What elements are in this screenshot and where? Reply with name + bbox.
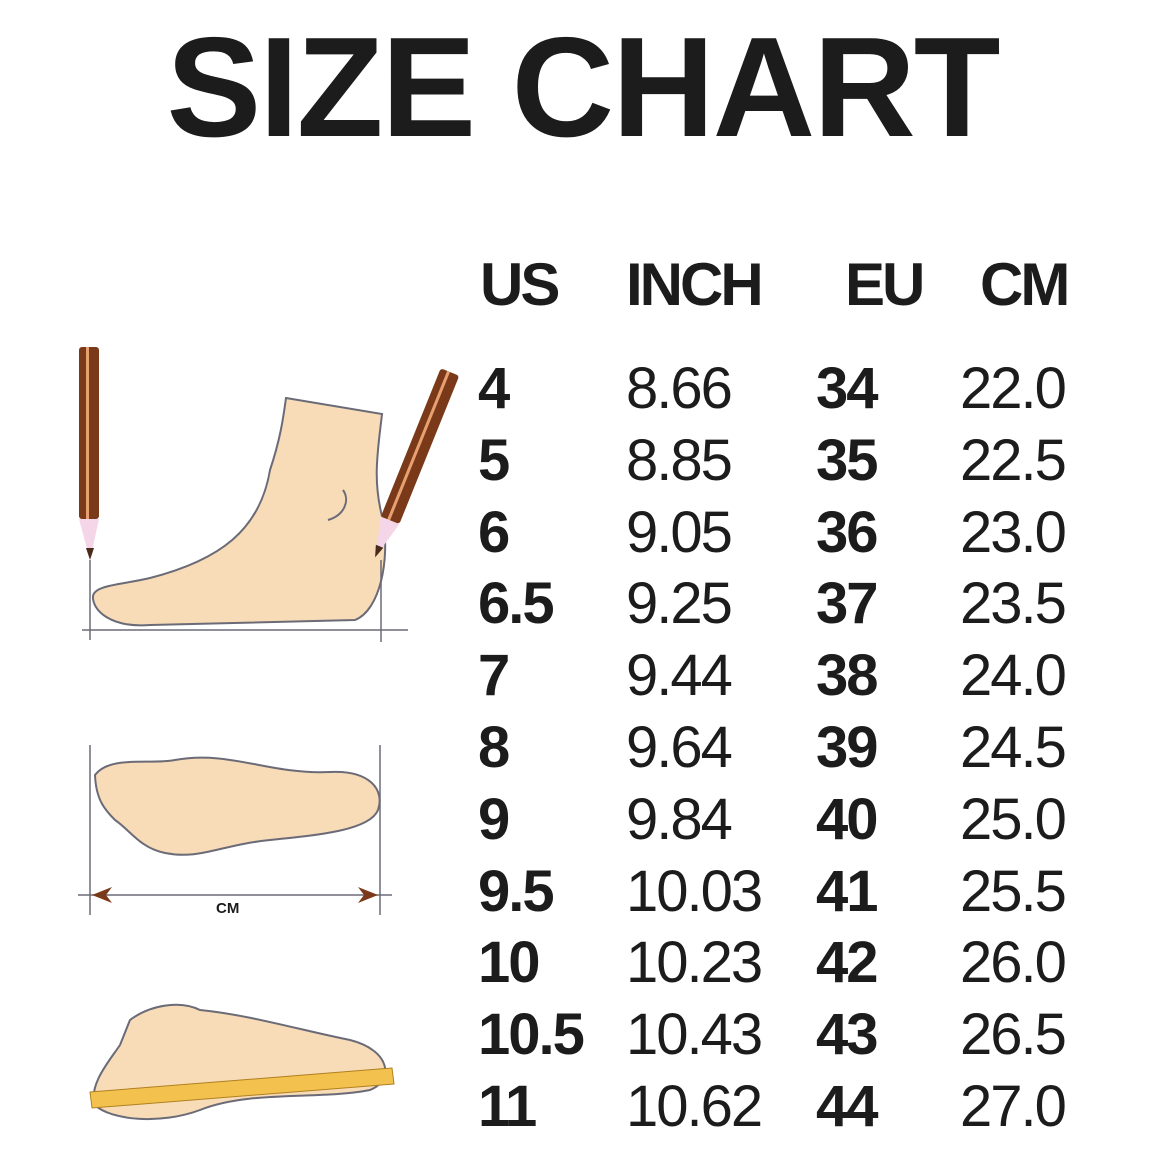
pencil-left-icon: [79, 347, 99, 560]
cell-cm: 23.5: [960, 571, 1067, 637]
cell-us: 7: [478, 643, 510, 709]
measure-label: CM: [216, 900, 240, 917]
column-header-cm: CM: [980, 251, 1070, 318]
cell-inch: 8.66: [626, 356, 733, 421]
cell-inch: 8.85: [626, 427, 733, 493]
cell-cm: 24.0: [960, 643, 1067, 709]
cell-inch: 10.43: [626, 1002, 763, 1068]
cell-us: 10.5: [478, 1002, 585, 1068]
arrow-right-icon: [358, 887, 378, 903]
cell-cm: 24.5: [960, 715, 1067, 780]
cell-eu: 39: [816, 715, 878, 780]
cell-cm: 26.0: [960, 930, 1067, 996]
cell-eu: 44: [816, 1074, 878, 1139]
arrow-left-icon: [92, 887, 112, 903]
cell-eu: 40: [816, 786, 878, 852]
foot-ruler-icon: [89, 1003, 395, 1120]
cell-us: 6.5: [478, 571, 555, 637]
cell-inch: 9.25: [626, 571, 733, 637]
cell-inch: 9.64: [626, 715, 733, 780]
cell-inch: 10.03: [626, 858, 763, 924]
cell-eu: 43: [816, 1002, 878, 1068]
cell-cm: 25.5: [960, 858, 1067, 924]
cell-eu: 41: [816, 858, 878, 924]
page-title: SIZE CHART: [166, 8, 1001, 167]
cell-us: 5: [478, 427, 510, 493]
cell-eu: 42: [816, 930, 878, 996]
cell-eu: 36: [816, 499, 878, 565]
cell-cm: 25.0: [960, 786, 1067, 852]
cell-eu: 35: [816, 427, 878, 493]
cell-inch: 10.23: [626, 930, 763, 996]
cell-us: 6: [478, 499, 510, 565]
cell-cm: 23.0: [960, 499, 1067, 565]
column-header-inch: INCH: [626, 251, 764, 318]
cell-us: 8: [478, 715, 510, 780]
cell-cm: 26.5: [960, 1002, 1067, 1068]
cell-cm: 27.0: [960, 1074, 1067, 1139]
cell-inch: 10.62: [626, 1074, 763, 1139]
top-foot-icon: [78, 745, 392, 915]
pencil-right-icon: [375, 369, 459, 558]
column-header-eu: EU: [845, 251, 925, 318]
cell-us: 11: [478, 1074, 537, 1139]
cell-us: 9.5: [478, 858, 555, 924]
cell-us: 9: [478, 786, 510, 852]
cell-us: 10: [478, 930, 540, 996]
cell-cm: 22.0: [960, 356, 1067, 421]
cell-eu: 37: [816, 571, 878, 637]
cell-inch: 9.05: [626, 499, 733, 565]
side-foot-icon: [82, 396, 408, 642]
cell-inch: 9.84: [626, 786, 733, 852]
foot-measurement-illustration: [78, 347, 459, 1120]
cell-eu: 38: [816, 643, 878, 709]
cell-eu: 34: [816, 356, 878, 421]
cell-inch: 9.44: [626, 643, 733, 709]
column-header-us: US: [480, 251, 560, 318]
cell-us: 4: [478, 356, 510, 421]
cell-cm: 22.5: [960, 427, 1067, 493]
